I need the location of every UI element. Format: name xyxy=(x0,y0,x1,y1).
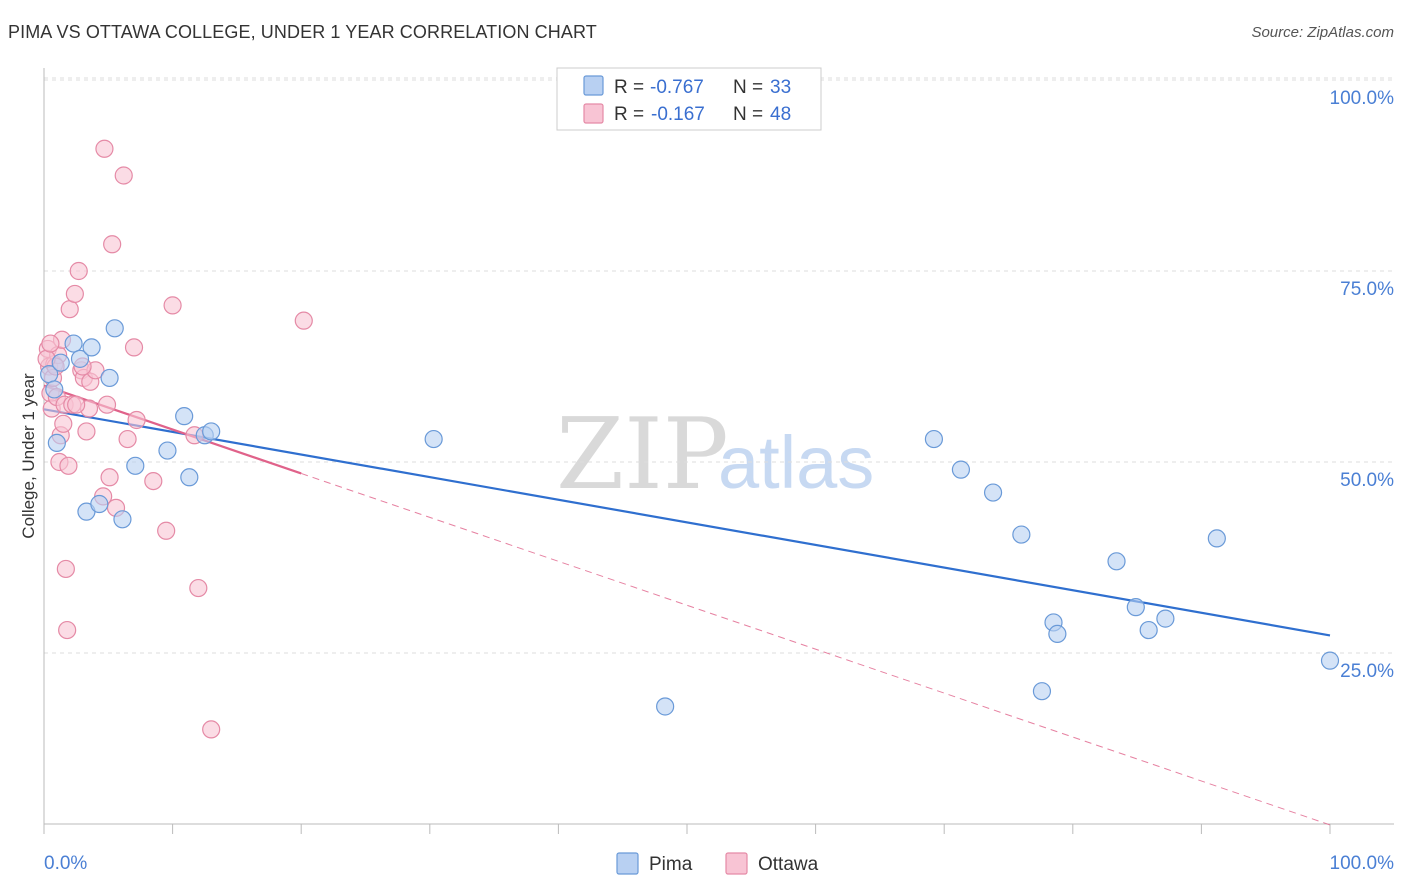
trend-line-pima xyxy=(43,408,1331,637)
point-pima-29 xyxy=(1139,620,1158,640)
point-ottawa-25 xyxy=(97,395,117,414)
point-pima-26 xyxy=(1048,624,1067,644)
point-pima-28 xyxy=(1126,598,1145,617)
point-ottawa-8 xyxy=(54,414,73,433)
point-ottawa-24 xyxy=(95,139,114,158)
point-pima-3 xyxy=(51,353,70,372)
point-ottawa-31 xyxy=(124,338,144,357)
trend-line-ottawa-extension xyxy=(301,472,1331,826)
point-ottawa-42 xyxy=(67,395,86,414)
x-tick-label-min: 0.0% xyxy=(44,853,87,874)
point-pima-9 xyxy=(100,368,119,388)
point-ottawa-34 xyxy=(157,521,176,540)
point-ottawa-30 xyxy=(118,429,137,449)
legend-r-value-pima: -0.767 xyxy=(650,77,704,98)
point-ottawa-11 xyxy=(58,620,77,640)
point-pima-1 xyxy=(45,380,64,399)
correlation-legend: R = -0.767 N = 33 R = -0.167 N = 48 xyxy=(556,67,822,131)
point-ottawa-38 xyxy=(202,720,221,739)
point-pima-23 xyxy=(1012,525,1031,544)
series-legend-swatch-pima xyxy=(616,852,639,875)
point-pima-11 xyxy=(113,510,132,529)
legend-r-label-ottawa: R = xyxy=(614,104,644,125)
series-legend-label-pima: Pima xyxy=(649,854,693,875)
point-pima-20 xyxy=(924,429,944,449)
x-axis-tick-marks xyxy=(43,824,1331,834)
point-pima-31 xyxy=(1207,529,1226,548)
point-pima-27 xyxy=(1107,552,1126,571)
point-ottawa-47 xyxy=(41,334,60,353)
series-legend: Pima Ottawa xyxy=(616,852,819,875)
point-ottawa-10 xyxy=(56,559,75,579)
point-ottawa-32 xyxy=(127,410,146,430)
point-pima-12 xyxy=(126,456,145,475)
point-ottawa-15 xyxy=(65,284,84,304)
point-pima-30 xyxy=(1156,609,1175,628)
legend-swatch-pima xyxy=(583,75,604,96)
legend-r-label-pima: R = xyxy=(614,77,644,98)
point-pima-17 xyxy=(202,422,221,441)
y-axis-tick-labels: 25.0% 50.0% 75.0% 100.0% xyxy=(1330,88,1395,682)
point-ottawa-16 xyxy=(69,261,88,281)
legend-swatch-ottawa xyxy=(583,103,604,124)
chart-title: PIMA VS OTTAWA COLLEGE, UNDER 1 YEAR COR… xyxy=(8,22,597,42)
y-tick-label-75: 75.0% xyxy=(1340,279,1394,300)
point-pima-7 xyxy=(82,338,101,357)
point-ottawa-19 xyxy=(77,422,96,441)
legend-r-value-ottawa: -0.167 xyxy=(651,104,705,125)
y-tick-label-25: 25.0% xyxy=(1340,661,1394,682)
point-pima-4 xyxy=(64,334,83,353)
point-pima-2 xyxy=(47,433,66,452)
legend-n-value-pima: 33 xyxy=(770,77,791,98)
legend-n-label-ottawa: N = xyxy=(733,104,763,125)
point-pima-19 xyxy=(656,697,675,716)
point-ottawa-39 xyxy=(294,311,313,330)
watermark-zip: ZIP xyxy=(556,398,729,512)
point-pima-8 xyxy=(90,494,109,514)
series-legend-label-ottawa: Ottawa xyxy=(758,854,819,875)
point-pima-13 xyxy=(158,441,177,460)
chart-source: Source: ZipAtlas.com xyxy=(1251,24,1394,41)
point-ottawa-33 xyxy=(144,472,163,491)
point-ottawa-37 xyxy=(189,578,208,598)
point-pima-24 xyxy=(1032,682,1052,701)
point-pima-10 xyxy=(105,319,124,338)
y-tick-label-50: 50.0% xyxy=(1340,470,1394,491)
point-pima-21 xyxy=(951,460,971,479)
point-ottawa-27 xyxy=(103,235,122,254)
grid-lines xyxy=(44,77,1394,654)
y-tick-label-100: 100.0% xyxy=(1330,88,1395,109)
point-pima-14 xyxy=(175,407,194,426)
data-points xyxy=(37,139,1340,739)
point-pima-18 xyxy=(424,429,443,449)
point-pima-5 xyxy=(70,349,90,368)
legend-n-label-pima: N = xyxy=(733,77,763,98)
legend-n-value-ottawa: 48 xyxy=(770,104,791,125)
point-pima-15 xyxy=(180,468,199,487)
series-legend-swatch-ottawa xyxy=(725,852,748,875)
point-pima-32 xyxy=(1320,651,1340,670)
point-ottawa-35 xyxy=(163,296,182,315)
point-ottawa-13 xyxy=(60,300,79,319)
point-ottawa-29 xyxy=(114,166,133,185)
point-ottawa-26 xyxy=(100,468,119,487)
point-pima-22 xyxy=(983,483,1003,502)
x-tick-label-max: 100.0% xyxy=(1330,853,1395,874)
y-axis-label: College, Under 1 year xyxy=(19,373,38,539)
point-ottawa-12 xyxy=(59,456,78,475)
